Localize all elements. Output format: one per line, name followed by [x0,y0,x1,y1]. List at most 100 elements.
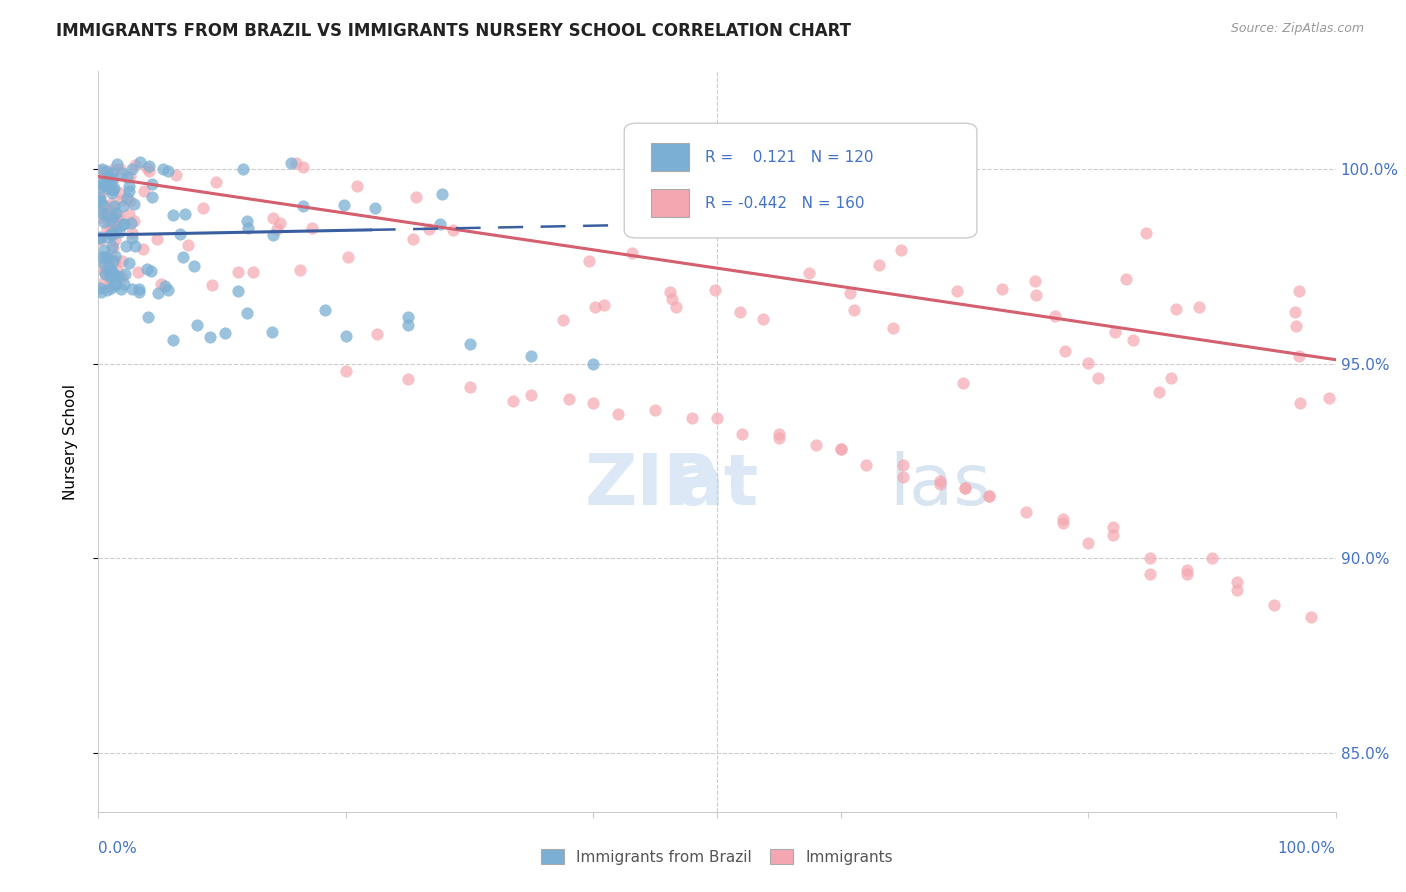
Point [94,267,117,281]
Point [1025,288,1047,302]
Point [138,159,160,173]
Point [117,184,139,198]
Point [91,250,114,264]
Point [103,233,125,247]
Point [405,190,427,204]
Point [89,261,111,276]
Point [418,222,440,236]
Point [120,169,142,183]
Point [132,184,155,198]
Point [1285,318,1308,333]
Point [117,179,139,194]
Point [89,231,111,245]
Point [103,171,125,186]
Point [396,318,419,332]
Point [104,249,127,263]
Point [301,220,323,235]
Point [136,161,159,176]
Point [97,214,120,228]
Point [96,283,118,297]
Point [1263,598,1285,612]
Point [868,258,890,272]
Point [290,262,312,277]
Point [165,168,187,182]
Point [136,310,159,324]
Point [100,166,122,180]
Point [90,177,112,191]
Point [127,265,149,279]
Point [946,284,969,298]
Point [1160,371,1182,385]
Point [162,208,184,222]
Point [141,177,163,191]
Point [458,337,481,351]
Point [1077,356,1099,370]
Point [101,183,124,197]
Point [115,191,138,205]
Text: 100.0%: 100.0% [1278,841,1336,856]
Point [280,156,302,170]
Point [1175,567,1198,582]
Point [681,411,703,425]
Y-axis label: Nursery School: Nursery School [63,384,77,500]
Point [96,181,118,195]
Point [97,251,120,265]
Point [112,277,135,292]
Point [262,211,284,225]
Point [100,281,122,295]
Point [607,407,630,421]
Point [162,333,184,347]
Point [152,161,174,176]
Point [93,252,115,266]
Point [112,218,135,232]
Point [112,217,135,231]
Point [90,285,112,300]
Point [111,166,134,180]
Point [94,207,117,221]
Point [752,312,775,326]
Point [104,277,127,291]
Point [205,175,228,189]
Point [520,388,543,402]
Point [593,298,616,312]
Point [94,169,117,184]
Point [1288,349,1310,363]
Point [111,253,134,268]
Point [107,208,129,222]
Point [1226,574,1249,589]
Point [706,411,728,425]
Point [1015,505,1038,519]
Point [1164,301,1187,316]
Point [1102,528,1125,542]
Point [953,481,976,495]
Point [201,277,224,292]
Point [96,222,118,236]
Point [100,182,122,196]
Point [260,326,283,340]
Point [335,329,357,343]
Point [89,164,111,178]
Point [172,250,194,264]
Point [198,330,221,344]
Point [101,195,124,210]
Point [157,164,180,178]
Point [838,211,860,225]
Point [103,211,125,225]
Point [96,251,118,265]
Point [98,178,121,193]
Point [115,238,138,252]
Point [582,395,605,409]
Point [429,217,451,231]
Point [768,431,790,445]
Point [93,243,115,257]
Point [1122,333,1144,347]
Point [855,458,877,472]
Point [364,201,387,215]
Point [96,163,118,178]
Point [882,321,904,335]
Point [121,282,143,296]
Point [89,180,111,194]
Point [146,232,169,246]
Point [101,254,124,268]
Point [502,394,524,409]
